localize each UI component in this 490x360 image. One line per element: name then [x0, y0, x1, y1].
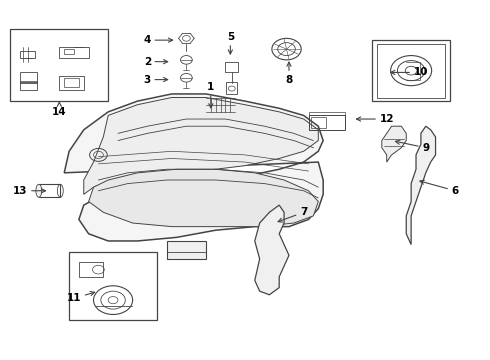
- Text: 9: 9: [395, 140, 429, 153]
- Text: 6: 6: [420, 180, 459, 196]
- Bar: [69, 252, 157, 320]
- Bar: [39, 184, 60, 197]
- Bar: [59, 47, 89, 58]
- Bar: [20, 82, 37, 90]
- Text: 14: 14: [52, 102, 67, 117]
- Bar: [20, 72, 37, 83]
- Text: 7: 7: [278, 207, 307, 222]
- Text: 8: 8: [285, 62, 293, 85]
- Bar: [226, 82, 237, 94]
- Text: 1: 1: [207, 82, 215, 108]
- Polygon shape: [382, 126, 406, 162]
- Polygon shape: [255, 205, 289, 295]
- Bar: [64, 78, 79, 87]
- Bar: [377, 44, 445, 98]
- Polygon shape: [167, 241, 206, 259]
- Polygon shape: [89, 169, 318, 226]
- Polygon shape: [64, 94, 323, 241]
- Text: 10: 10: [391, 67, 428, 77]
- Bar: [309, 116, 345, 130]
- Text: 4: 4: [144, 35, 172, 45]
- Bar: [311, 117, 326, 128]
- Bar: [10, 30, 108, 101]
- Text: 5: 5: [227, 32, 234, 54]
- Polygon shape: [84, 98, 318, 194]
- Text: 3: 3: [144, 75, 168, 85]
- Text: 11: 11: [67, 292, 95, 303]
- Bar: [225, 62, 238, 72]
- Bar: [59, 76, 84, 90]
- Polygon shape: [406, 126, 436, 244]
- Bar: [372, 40, 450, 101]
- Text: 13: 13: [13, 186, 46, 196]
- Bar: [79, 262, 103, 277]
- Bar: [20, 51, 35, 58]
- Ellipse shape: [36, 184, 42, 197]
- Text: 2: 2: [144, 57, 168, 67]
- Text: 12: 12: [357, 114, 394, 124]
- Bar: [64, 49, 74, 54]
